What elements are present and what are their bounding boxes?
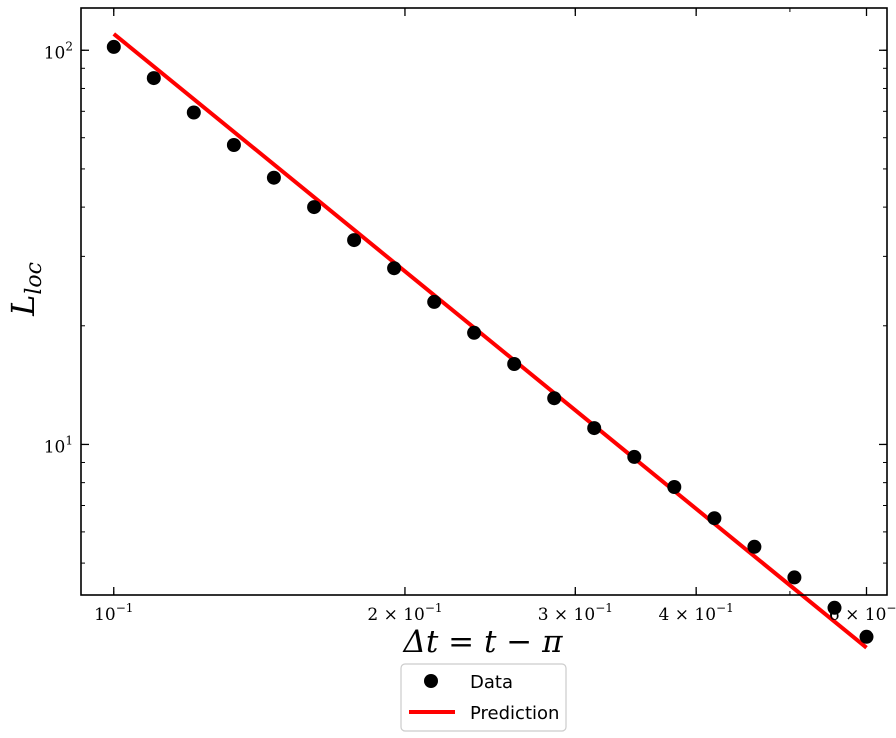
- x-tick-mantissa: 2 × 10: [367, 605, 425, 625]
- data-point: [787, 570, 802, 585]
- data-point: [587, 421, 602, 436]
- y-tick-exponent: 2: [65, 39, 73, 53]
- x-tick-mantissa: 4 × 10: [659, 605, 717, 625]
- legend-data-label: Data: [470, 672, 513, 693]
- data-point: [226, 138, 241, 152]
- tick-labels-layer: 10−12 × 10−13 × 10−14 × 10−16 × 10−11021…: [44, 39, 896, 625]
- x-tick-exponent: −1: [595, 601, 613, 615]
- y-axis-title-main: L: [4, 295, 42, 317]
- data-point: [627, 449, 642, 464]
- legend-box: [400, 663, 567, 732]
- data-point: [266, 170, 281, 185]
- y-tick-mantissa: 10: [44, 43, 66, 63]
- x-tick-label: 3 × 10−1: [538, 601, 613, 625]
- x-tick-label: 6 × 10−1: [829, 601, 896, 625]
- data-point: [186, 105, 201, 120]
- data-point: [307, 200, 322, 215]
- data-point: [427, 294, 442, 309]
- data-point: [707, 511, 722, 526]
- data-point: [146, 71, 161, 86]
- data-point: [347, 233, 362, 248]
- x-axis-title: Δt = t − π: [402, 624, 563, 660]
- data-point: [507, 357, 522, 371]
- data-point: [827, 600, 842, 615]
- data-point: [467, 325, 482, 340]
- x-tick-label: 10−1: [94, 601, 133, 625]
- y-tick-mantissa: 10: [44, 437, 66, 457]
- prediction-line: [112, 32, 868, 650]
- data-point: [106, 39, 121, 54]
- series-layer: [106, 32, 874, 650]
- x-tick-exponent: −1: [716, 601, 734, 615]
- x-tick-exponent: −1: [116, 601, 134, 615]
- legend-data-marker: [424, 674, 438, 688]
- x-tick-label: 2 × 10−1: [367, 601, 442, 625]
- data-point: [859, 629, 874, 644]
- legend-prediction-label: Prediction: [470, 703, 559, 724]
- x-tick-mantissa: 10: [94, 605, 116, 625]
- x-tick-mantissa: 6 × 10: [829, 605, 887, 625]
- y-tick-label: 101: [44, 433, 73, 457]
- y-axis-title: Lloc: [4, 262, 47, 317]
- data-point: [547, 391, 562, 406]
- x-tick-label: 4 × 10−1: [659, 601, 734, 625]
- y-axis-title-subscript: loc: [22, 262, 47, 295]
- x-tick-exponent: −1: [425, 601, 443, 615]
- data-point: [667, 480, 682, 494]
- x-tick-mantissa: 3 × 10: [538, 605, 596, 625]
- plot-frame: [80, 7, 888, 596]
- legend: Data Prediction: [400, 663, 567, 732]
- data-point: [387, 261, 402, 276]
- data-point: [747, 539, 762, 554]
- y-tick-label: 102: [44, 39, 73, 63]
- x-tick-exponent: −1: [886, 601, 896, 615]
- ticks-layer: [81, 8, 887, 595]
- y-tick-exponent: 1: [65, 433, 73, 447]
